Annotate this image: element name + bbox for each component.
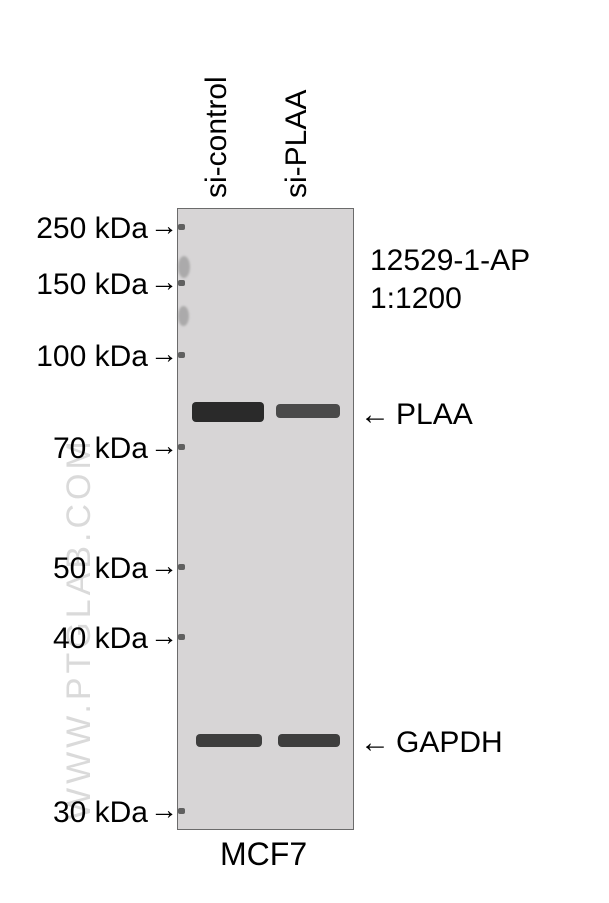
mw-text: 70 kDa: [53, 432, 148, 465]
mw-label: 40 kDa: [30, 622, 148, 656]
arrow-right-icon: →: [150, 212, 178, 240]
mw-arrow-icon: →: [150, 268, 178, 296]
ladder-smudge: [178, 306, 189, 326]
band-plaa-lane2: [276, 404, 340, 418]
mw-arrow-icon: →: [150, 796, 178, 824]
arrow-right-icon: →: [150, 622, 178, 650]
mw-arrow-icon: →: [150, 212, 178, 240]
mw-text: 100 kDa: [36, 340, 148, 373]
arrow-right-icon: →: [150, 340, 178, 368]
lane-label-plaa: si-PLAA: [280, 90, 314, 198]
arrow-right-icon: →: [150, 552, 178, 580]
mw-arrow-icon: →: [150, 552, 178, 580]
antibody-catalog: 12529-1-AP: [370, 244, 530, 278]
antibody-dilution: 1:1200: [370, 282, 462, 316]
mw-label: 70 kDa: [30, 432, 148, 466]
mw-text: 150 kDa: [36, 268, 148, 301]
ladder-smudge: [178, 256, 190, 278]
ladder-tick: [178, 444, 185, 450]
mw-label: 250 kDa: [14, 212, 148, 246]
mw-text: 30 kDa: [53, 796, 148, 829]
ladder-tick: [178, 634, 185, 640]
mw-label: 30 kDa: [30, 796, 148, 830]
ladder-tick: [178, 564, 185, 570]
mw-arrow-icon: →: [150, 622, 178, 650]
mw-arrow-icon: →: [150, 432, 178, 460]
protein-label-group: ← PLAA: [360, 398, 473, 432]
mw-arrow-icon: →: [150, 340, 178, 368]
mw-text: 40 kDa: [53, 622, 148, 655]
mw-label: 150 kDa: [14, 268, 148, 302]
arrow-right-icon: →: [150, 268, 178, 296]
mw-text: 250 kDa: [36, 212, 148, 245]
ladder-tick: [178, 808, 185, 814]
arrow-right-icon: →: [150, 796, 178, 824]
band-gapdh-lane2: [278, 734, 340, 747]
mw-label: 50 kDa: [30, 552, 148, 586]
ladder-tick: [178, 224, 185, 230]
lane-label-control: si-control: [200, 76, 234, 198]
arrow-left-icon: ←: [360, 400, 390, 430]
western-blot-figure: WWW.PTGLAB.COM si-control si-PLAA 250 kD…: [0, 0, 609, 903]
mw-text: 50 kDa: [53, 552, 148, 585]
protein-label-group: ← GAPDH: [360, 726, 503, 760]
mw-label: 100 kDa: [14, 340, 148, 374]
arrow-left-icon: ←: [360, 728, 390, 758]
ladder-tick: [178, 352, 185, 358]
protein-label-gapdh: GAPDH: [396, 726, 503, 760]
ladder-tick: [178, 280, 185, 286]
arrow-right-icon: →: [150, 432, 178, 460]
cell-line-caption: MCF7: [220, 836, 307, 873]
band-plaa-lane1: [192, 402, 264, 422]
protein-label-plaa: PLAA: [396, 398, 473, 432]
band-gapdh-lane1: [196, 734, 262, 747]
